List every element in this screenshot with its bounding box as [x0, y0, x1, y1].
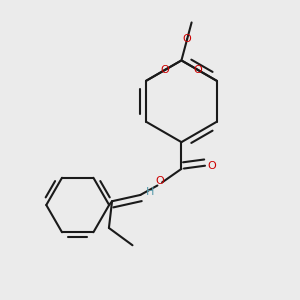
Text: O: O	[183, 34, 191, 44]
Text: O: O	[194, 65, 202, 75]
Text: O: O	[208, 161, 216, 171]
Text: H: H	[146, 188, 154, 197]
Text: O: O	[155, 176, 164, 186]
Text: O: O	[161, 65, 170, 75]
